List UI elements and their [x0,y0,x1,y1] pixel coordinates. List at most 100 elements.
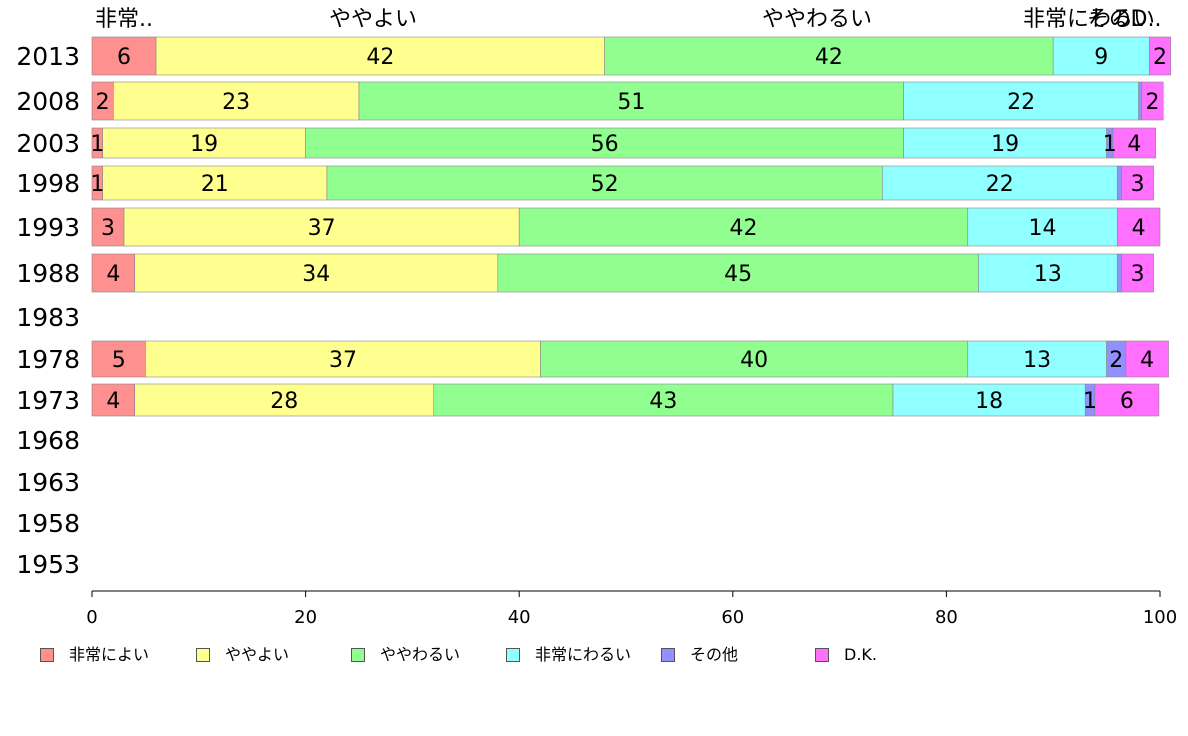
legend-swatch [506,648,520,662]
bar-segment [145,340,541,378]
bar-segment [134,383,435,417]
legend-label: 非常にわるい [535,645,632,664]
data-label: 42 [366,45,394,70]
top-label: 非常にわるい [1023,7,1155,32]
bar-segment [882,165,1118,201]
data-label: 3 [1131,262,1145,287]
bar-segment [102,127,306,159]
data-label: 42 [729,216,757,241]
bar-segment [497,253,979,293]
data-label: 19 [190,132,218,157]
data-label: 1 [1103,132,1117,157]
data-label: 14 [1029,216,1057,241]
bar-segment [102,165,328,201]
legend-swatch [40,648,54,662]
x-tick-label: 20 [294,607,317,628]
bar-segment [1052,36,1150,76]
data-label: 3 [1131,172,1145,197]
data-label: 1 [90,132,104,157]
bar-labels: 6 42 42 9 22 23 51 22 21 19 56 19 1 41 21 52 22 33 37 42 14 4… [90,45,1167,414]
bar-segment [1112,127,1157,159]
data-label: 51 [617,90,645,115]
data-label: 28 [270,389,298,414]
data-label: 13 [1023,348,1051,373]
data-label: 4 [1140,348,1154,373]
bar-segment [540,340,969,378]
data-label: 45 [724,262,752,287]
data-label: 23 [222,90,250,115]
data-label: 6 [1120,389,1134,414]
bar-segment [305,127,904,159]
bar-segment [1094,383,1160,417]
legend-swatch [815,648,829,662]
bar-segment [1149,36,1171,76]
data-label: 21 [201,172,229,197]
data-label: 22 [986,172,1014,197]
bars [91,36,1171,417]
data-label: 2 [1109,348,1123,373]
data-label: 18 [975,389,1003,414]
x-tick-label: 0 [86,607,97,628]
data-label: 1 [1083,389,1097,414]
bar-segment [433,383,894,417]
bar-segment [1116,165,1122,201]
bar-segment [91,36,157,76]
x-axis: 0 20 40 60 80 100 [86,590,1177,628]
data-label: 19 [991,132,1019,157]
x-tick-label: 100 [1143,607,1177,628]
data-label: 2 [1146,90,1160,115]
data-label: 4 [1127,132,1141,157]
data-label: 42 [815,45,843,70]
legend: 非常によい ややよい ややわるい 非常にわるい その他 D.K. [0,640,1188,670]
bar-segment [967,207,1118,247]
bar-segment [903,81,1139,121]
data-label: 22 [1007,90,1035,115]
y-tick-label: 2003 [16,129,80,158]
data-label: 9 [1094,45,1108,70]
data-label: 13 [1034,262,1062,287]
y-tick-label: 1983 [16,303,80,332]
bar-segment [1121,165,1154,201]
y-tick-label: 1973 [16,386,80,415]
data-label: 4 [106,262,120,287]
top-label: 非常.. [95,7,153,32]
x-tick-label: 80 [935,607,958,628]
y-tick-label: 1953 [16,550,80,579]
bar-segment [1141,81,1164,121]
top-label: ややよい [329,7,417,32]
bar-segment [1125,340,1169,378]
legend-label: 非常によい [69,645,150,664]
legend-label: D.K. [844,645,877,664]
bar-segment [967,340,1107,378]
bar-segment [892,383,1086,417]
y-tick-label: 1988 [16,259,80,288]
data-label: 37 [329,348,357,373]
bar-segment [134,253,499,293]
data-label: 6 [117,45,131,70]
legend-swatch [661,648,675,662]
y-tick-label: 2013 [16,42,80,71]
legend-label: ややわるい [380,645,461,664]
y-axis-labels: 2013 2008 2003 1998 1993 1988 1983 1978 1973 1968… [16,42,80,579]
legend-swatch [196,648,210,662]
y-tick-label: 1993 [16,213,80,242]
top-label: ややわるい [762,7,872,32]
bar-segment [903,127,1107,159]
bar-segment [1138,81,1143,121]
bar-segment [123,207,520,247]
data-label: 56 [591,132,619,157]
data-label: 2 [96,90,110,115]
y-tick-label: 1968 [16,426,80,455]
bar-segment [326,165,883,201]
legend-label: ややよい [225,645,290,664]
legend-label: その他 [690,645,739,664]
legend-swatch [351,648,365,662]
bar-segment [1116,207,1161,247]
data-label: 1 [90,172,104,197]
y-tick-label: 1963 [16,468,80,497]
data-label: 3 [101,216,115,241]
data-label: 37 [308,216,336,241]
data-label: 40 [740,348,768,373]
